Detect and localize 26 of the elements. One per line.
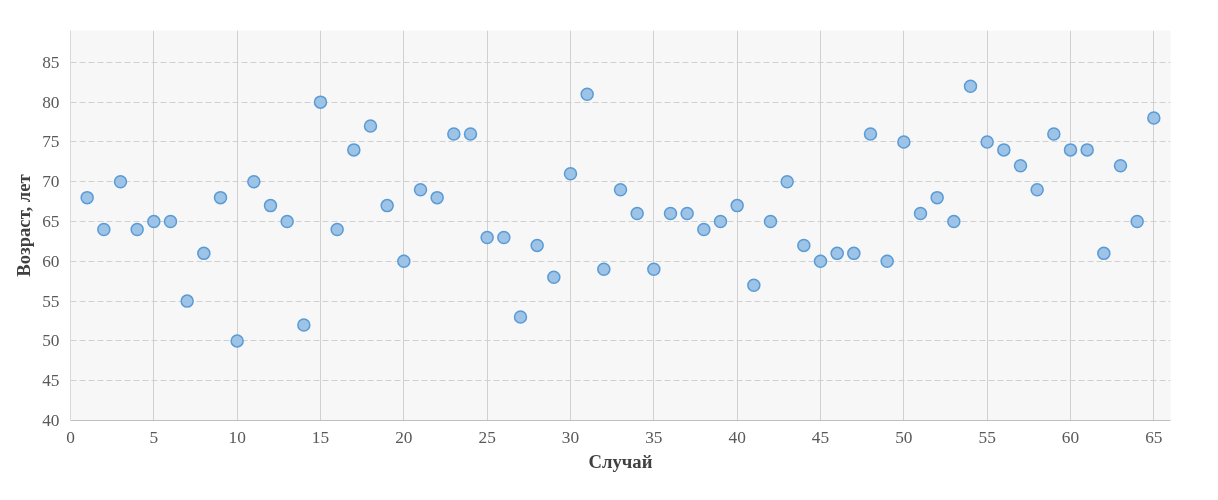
x-tick-label: 50: [895, 427, 913, 447]
x-tick-label: 35: [645, 427, 663, 447]
y-tick-label: 75: [42, 132, 60, 152]
y-tick-label: 85: [42, 52, 60, 72]
y-tick-label: 45: [42, 371, 60, 391]
y-tick-label: 70: [42, 172, 60, 192]
y-tick-label: 55: [42, 291, 60, 311]
x-tick-label: 45: [811, 427, 830, 447]
x-tick-label: 5: [149, 427, 159, 447]
x-tick-label: 40: [728, 427, 746, 447]
x-tick-label: 0: [66, 427, 75, 447]
x-tick-label: 10: [228, 427, 246, 447]
x-tick-label: 25: [478, 427, 496, 447]
x-tick-label: 30: [561, 427, 580, 447]
y-tick-label: 65: [42, 212, 60, 232]
y-tick-label: 80: [42, 92, 60, 112]
x-tick-label: 65: [1145, 427, 1163, 447]
x-tick-label: 15: [311, 427, 330, 447]
y-tick-label: 60: [42, 251, 60, 271]
y-axis-title: Возраст, лет: [13, 174, 35, 277]
x-tick-label: 20: [395, 427, 413, 447]
x-axis-title: Случай: [588, 450, 653, 472]
y-tick-label: 50: [42, 331, 60, 351]
x-tick-label: 55: [978, 427, 996, 447]
y-tick-label: 40: [42, 411, 60, 430]
x-tick-label: 60: [1061, 427, 1080, 447]
